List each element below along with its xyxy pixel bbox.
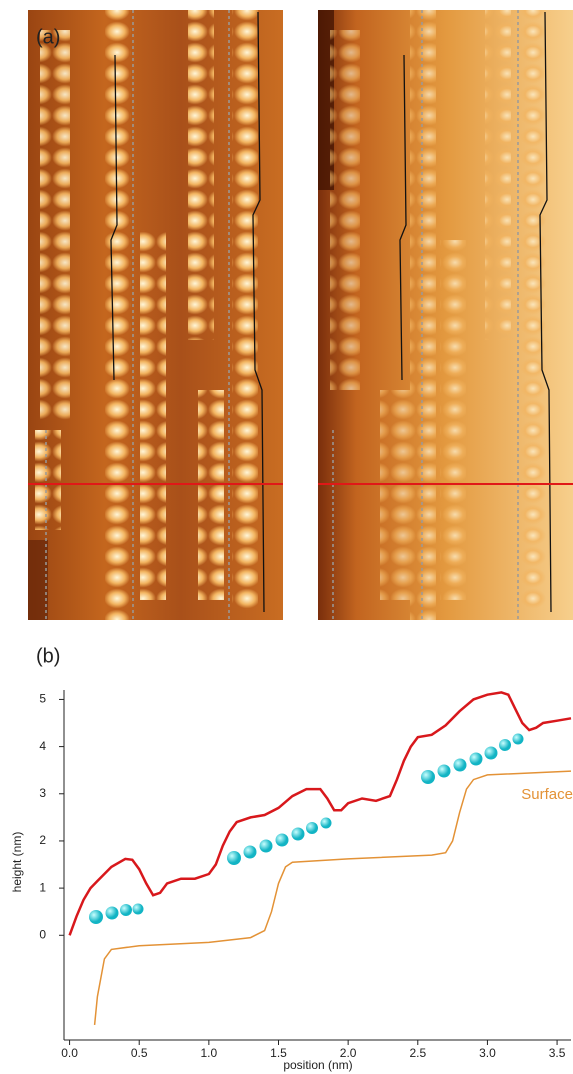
y-tick-label: 5: [39, 692, 46, 706]
y-tick-label: 0: [39, 927, 46, 941]
figure: (a) (b) position (nm) height (nm) 0 1 2 3 4 5…: [0, 0, 573, 1074]
y-tick-label: 1: [39, 880, 46, 894]
x-tick-label: 0.0: [61, 1046, 78, 1060]
x-tick-label: 3.0: [479, 1046, 496, 1060]
panel-label: (b): [36, 645, 60, 667]
panel-label: (a): [36, 26, 60, 48]
x-tick-label: 0.5: [131, 1046, 148, 1060]
x-axis-title: position (nm): [283, 1058, 352, 1072]
stm-image-right: [318, 10, 573, 620]
page: (a) (b) position (nm) height (nm) 0 1 2 3 4 5…: [0, 0, 573, 1074]
x-tick-label: 2.0: [340, 1046, 357, 1060]
x-tick-label: 2.5: [409, 1046, 426, 1060]
y-tick-label: 3: [39, 786, 46, 800]
x-tick-label: 1.0: [201, 1046, 218, 1060]
x-tick-label: 1.5: [270, 1046, 287, 1060]
y-tick-label: 4: [39, 739, 46, 753]
stm-image-left: [28, 10, 283, 620]
y-tick-label: 2: [39, 833, 46, 847]
x-tick-label: 3.5: [549, 1046, 566, 1060]
y-axis-title: height (nm): [10, 832, 24, 893]
series-label: Surface: [521, 786, 573, 803]
series-line: [70, 692, 571, 935]
plot-area: 0 1 2 3 4 5 0.0 0.5 1.0 1.5 2.0 2.5 3.0 3.5 Surface: [39, 690, 573, 1060]
